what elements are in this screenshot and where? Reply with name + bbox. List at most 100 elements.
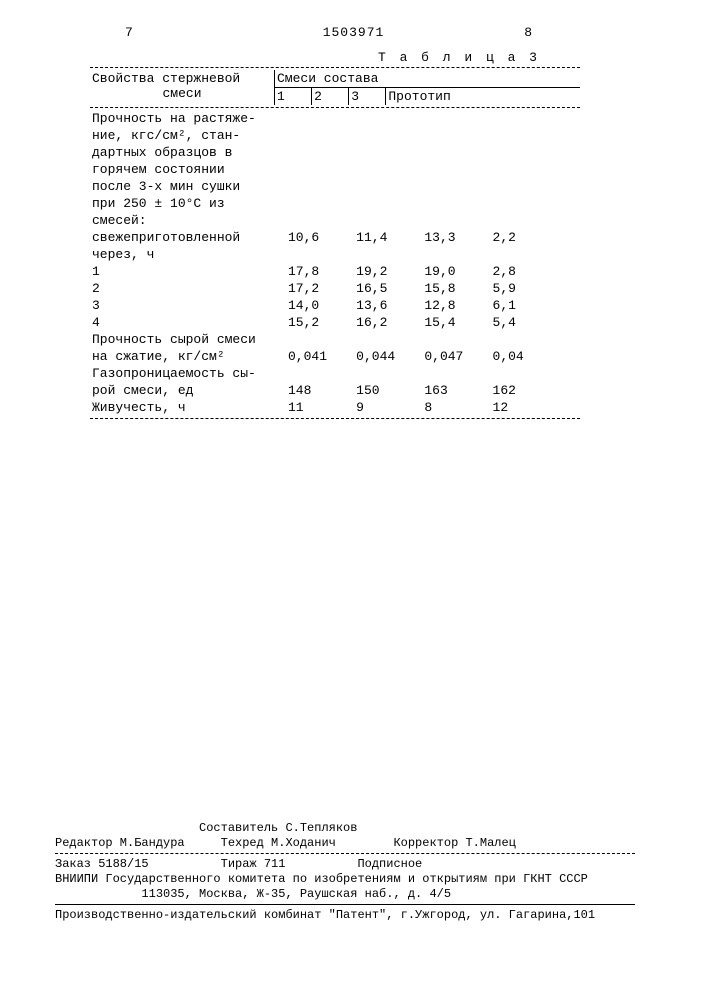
cell xyxy=(286,178,354,195)
cell xyxy=(422,161,490,178)
cell xyxy=(422,331,490,348)
cell xyxy=(422,212,490,229)
divider xyxy=(55,904,635,905)
row-label: 1 xyxy=(90,263,286,280)
cell: 9 xyxy=(354,399,422,416)
row-label: смесей: xyxy=(90,212,286,229)
cell: 17,2 xyxy=(286,280,354,297)
cell: 13,6 xyxy=(354,297,422,314)
cell xyxy=(286,246,354,263)
cell: 2,8 xyxy=(491,263,580,280)
cell xyxy=(491,365,580,382)
footer-line: Составитель С.Тепляков xyxy=(55,821,635,835)
col-header-2: 2 xyxy=(312,88,349,106)
row-label: горячем состоянии xyxy=(90,161,286,178)
cell: 12 xyxy=(491,399,580,416)
cell xyxy=(286,110,354,127)
cell: 5,9 xyxy=(491,280,580,297)
col-header-3: 3 xyxy=(349,88,386,106)
divider xyxy=(90,67,580,68)
table-row: Газопроницаемость сы- xyxy=(90,365,580,382)
cell xyxy=(354,212,422,229)
main-content: Т а б л и ц а 3 Свойства стержневой смес… xyxy=(90,50,580,421)
cell: 14,0 xyxy=(286,297,354,314)
page-number-right: 8 xyxy=(524,25,532,40)
cell xyxy=(422,144,490,161)
cell: 15,8 xyxy=(422,280,490,297)
cell xyxy=(354,110,422,127)
data-table: Свойства стержневой смеси Смеси состава … xyxy=(90,70,580,105)
cell xyxy=(422,195,490,212)
table-row: 314,013,612,86,1 xyxy=(90,297,580,314)
row-label: ние, кгс/см², стан- xyxy=(90,127,286,144)
row-label: Прочность на растяже- xyxy=(90,110,286,127)
table-row: ние, кгс/см², стан- xyxy=(90,127,580,144)
row-label: рой смеси, ед xyxy=(90,382,286,399)
divider xyxy=(90,107,580,108)
cell xyxy=(286,331,354,348)
cell xyxy=(422,110,490,127)
cell: 10,6 xyxy=(286,229,354,246)
cell xyxy=(491,212,580,229)
cell xyxy=(491,246,580,263)
table-row: дартных образцов в xyxy=(90,144,580,161)
cell xyxy=(491,110,580,127)
cell xyxy=(286,127,354,144)
footer: Составитель С.Тепляков Редактор М.Бандур… xyxy=(55,820,635,923)
cell xyxy=(354,161,422,178)
cell: 11,4 xyxy=(354,229,422,246)
cell xyxy=(354,127,422,144)
cell: 148 xyxy=(286,382,354,399)
col-header-prototype: Прототип xyxy=(386,88,580,106)
row-label: на сжатие, кг/см² xyxy=(90,348,286,365)
table-row: на сжатие, кг/см²0,0410,0440,0470,04 xyxy=(90,348,580,365)
page-number-left: 7 xyxy=(125,25,133,40)
cell: 17,8 xyxy=(286,263,354,280)
table-row: при 250 ± 10°С из xyxy=(90,195,580,212)
table-row: после 3-х мин сушки xyxy=(90,178,580,195)
cell xyxy=(491,144,580,161)
cell xyxy=(286,144,354,161)
cell xyxy=(491,127,580,144)
cell xyxy=(354,195,422,212)
table-row: 415,216,215,45,4 xyxy=(90,314,580,331)
cell: 15,2 xyxy=(286,314,354,331)
cell: 150 xyxy=(354,382,422,399)
footer-line: 113035, Москва, Ж-35, Раушская наб., д. … xyxy=(55,887,635,901)
cell: 16,5 xyxy=(354,280,422,297)
row-label: через, ч xyxy=(90,246,286,263)
cell: 11 xyxy=(286,399,354,416)
row-label: при 250 ± 10°С из xyxy=(90,195,286,212)
cell: 12,8 xyxy=(422,297,490,314)
row-label: Живучесть, ч xyxy=(90,399,286,416)
cell xyxy=(491,161,580,178)
row-label: 2 xyxy=(90,280,286,297)
table-row: через, ч xyxy=(90,246,580,263)
table-row: Прочность сырой смеси xyxy=(90,331,580,348)
row-label: свежеприготовленной xyxy=(90,229,286,246)
table-row: 117,819,219,02,8 xyxy=(90,263,580,280)
cell xyxy=(286,212,354,229)
cell: 8 xyxy=(422,399,490,416)
table-row: Живучесть, ч119812 xyxy=(90,399,580,416)
cell: 163 xyxy=(422,382,490,399)
cell: 0,041 xyxy=(286,348,354,365)
cell: 19,0 xyxy=(422,263,490,280)
table-row: смесей: xyxy=(90,212,580,229)
table-body: Прочность на растяже-ние, кгс/см², стан-… xyxy=(90,110,580,416)
col-header-1: 1 xyxy=(275,88,312,106)
table-row: рой смеси, ед148150163162 xyxy=(90,382,580,399)
row-label: дартных образцов в xyxy=(90,144,286,161)
footer-line: ВНИИПИ Государственного комитета по изоб… xyxy=(55,872,635,886)
cell xyxy=(422,127,490,144)
cell xyxy=(422,365,490,382)
row-label: 4 xyxy=(90,314,286,331)
col-header-property-l2: смеси xyxy=(92,86,272,101)
cell: 15,4 xyxy=(422,314,490,331)
row-label: Прочность сырой смеси xyxy=(90,331,286,348)
cell xyxy=(422,246,490,263)
cell: 0,044 xyxy=(354,348,422,365)
cell: 16,2 xyxy=(354,314,422,331)
cell: 13,3 xyxy=(422,229,490,246)
divider xyxy=(55,853,635,854)
